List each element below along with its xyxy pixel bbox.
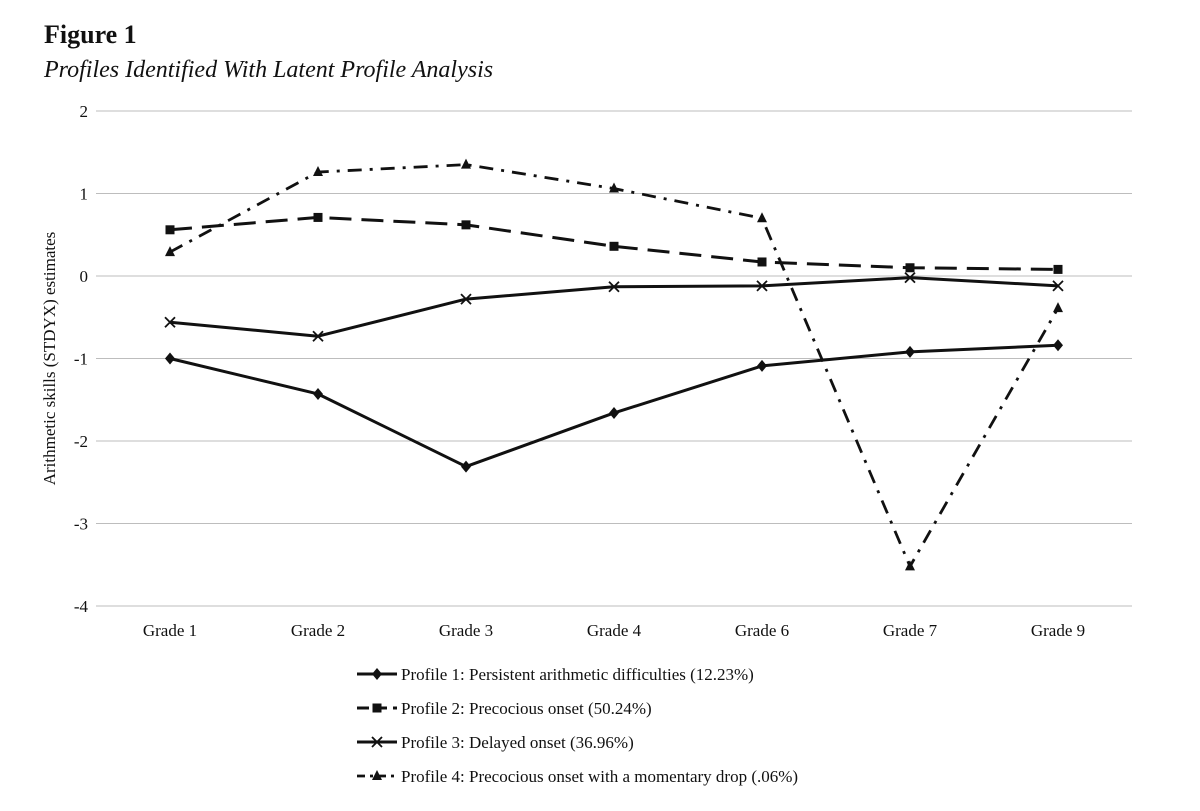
- data-point-profile-2: [313, 212, 323, 222]
- series-line-profile-1: [169, 343, 1059, 469]
- data-point-profile-4: [757, 212, 767, 223]
- data-point-profile-2: [905, 263, 915, 273]
- data-point-profile-3: [608, 281, 620, 293]
- data-point-profile-1: [905, 345, 915, 358]
- data-point-profile-1: [165, 352, 175, 365]
- data-point-profile-4: [165, 246, 175, 257]
- data-point-profile-3: [1052, 280, 1064, 292]
- x-tick-label: Grade 4: [587, 621, 642, 640]
- y-tick-label: -1: [74, 350, 88, 369]
- legend-label-profile-2: Profile 2: Precocious onset (50.24%): [401, 699, 652, 718]
- x-tick-label: Grade 2: [291, 621, 345, 640]
- legend-label-profile-4: Profile 4: Precocious onset with a momen…: [401, 767, 798, 786]
- data-point-profile-3: [460, 293, 472, 305]
- data-point-profile-4: [461, 158, 471, 169]
- data-point-profile-4: [313, 166, 323, 177]
- data-point-profile-3: [904, 272, 916, 284]
- y-tick-label: -4: [74, 597, 89, 616]
- data-point-profile-1: [461, 460, 471, 473]
- data-point-profile-2: [165, 225, 175, 235]
- y-tick-label: 0: [80, 267, 89, 286]
- y-tick-label: -2: [74, 432, 88, 451]
- y-tick-label: 1: [80, 185, 89, 204]
- legend-marker-profile-1: [372, 668, 382, 680]
- legend-marker-profile-3: [371, 736, 383, 748]
- legend-marker-profile-4: [372, 770, 382, 780]
- data-point-profile-1: [313, 387, 323, 400]
- data-point-profile-2: [609, 241, 619, 251]
- legend-label-profile-1: Profile 1: Persistent arithmetic difficu…: [401, 665, 754, 684]
- x-tick-label: Grade 1: [143, 621, 197, 640]
- data-point-profile-1: [757, 359, 767, 372]
- y-tick-label: -3: [74, 515, 88, 534]
- data-point-profile-3: [312, 330, 324, 342]
- series-line-profile-4: [169, 163, 1060, 568]
- y-tick-label: 2: [80, 102, 89, 121]
- data-point-profile-2: [461, 220, 471, 230]
- data-point-profile-3: [756, 280, 768, 292]
- data-point-profile-3: [164, 316, 176, 328]
- x-tick-label: Grade 6: [735, 621, 789, 640]
- legend-label-profile-3: Profile 3: Delayed onset (36.96%): [401, 733, 634, 752]
- x-tick-label: Grade 9: [1031, 621, 1085, 640]
- data-point-profile-4: [1053, 302, 1063, 313]
- y-axis-label: Arithmetic skills (STDYX) estimates: [40, 232, 59, 486]
- data-point-profile-2: [1053, 264, 1063, 274]
- figure-label: Figure 1: [44, 20, 137, 49]
- legend-marker-profile-2: [372, 703, 382, 713]
- data-point-profile-4: [905, 560, 915, 571]
- data-point-profile-1: [609, 406, 619, 419]
- figure-title: Profiles Identified With Latent Profile …: [44, 57, 494, 83]
- x-tick-label: Grade 3: [439, 621, 493, 640]
- data-point-profile-4: [609, 182, 619, 193]
- x-tick-label: Grade 7: [883, 621, 938, 640]
- data-point-profile-1: [1053, 339, 1063, 352]
- data-point-profile-2: [757, 257, 767, 267]
